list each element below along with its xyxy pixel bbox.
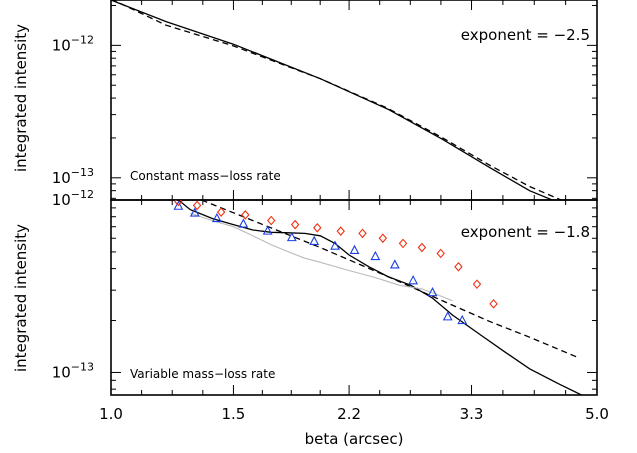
bottom-diamond-marker <box>489 298 498 309</box>
bottom-triangle-marker <box>457 314 468 325</box>
bottom-annotation: exponent = −1.8 <box>461 223 590 241</box>
bottom-triangle-marker <box>427 287 438 297</box>
x-tick-label: 5.0 <box>585 405 609 423</box>
x-axis-label: beta (arcsec) <box>305 430 404 448</box>
bottom-axis-ticks <box>110 199 598 395</box>
bottom-y-axis-label: integrated intensity <box>12 224 30 372</box>
bottom-triangle-marker <box>262 225 273 235</box>
bottom-diamond-marker <box>436 248 445 259</box>
x-tick-labels: 1.0 1.5 2.2 3.3 5.0 <box>99 405 609 423</box>
bottom-diamond-marker <box>290 219 300 230</box>
x-tick-label: 3.3 <box>460 405 484 423</box>
bottom-diamond-marker <box>417 242 427 253</box>
bottom-solid-line <box>190 212 453 302</box>
top-y-tick-label: 10−12 <box>52 33 94 54</box>
bottom-series <box>173 200 582 395</box>
bottom-y-tick-label: 10−12 <box>52 188 94 209</box>
bottom-diamond-marker <box>241 210 250 220</box>
bottom-triangle-marker <box>330 240 340 250</box>
bottom-triangle-marker <box>189 207 200 217</box>
top-y-tick-labels: 10−12 10−13 <box>52 33 94 186</box>
top-panel-label: Constant mass−loss rate <box>130 169 281 183</box>
top-y-tick-label: 10−13 <box>52 166 94 187</box>
bottom-triangle-marker <box>286 231 297 242</box>
bottom-diamond-marker <box>398 238 408 249</box>
top-y-axis-label: integrated intensity <box>12 24 30 172</box>
x-tick-label: 1.5 <box>222 405 246 423</box>
bottom-triangle-marker <box>370 250 381 261</box>
bottom-diamond-marker <box>216 207 226 218</box>
bottom-triangle-marker <box>389 259 400 269</box>
bottom-diamond-marker <box>192 200 202 211</box>
top-panel: exponent = −2.5 Constant mass−loss rate … <box>12 0 598 201</box>
bottom-panel: exponent = −1.8 Variable mass−loss rate … <box>12 188 609 448</box>
bottom-panel-label: Variable mass−loss rate <box>130 367 275 381</box>
bottom-diamond-marker <box>472 279 482 290</box>
top-dashed-line <box>111 0 563 200</box>
x-tick-label: 2.2 <box>337 405 361 423</box>
bottom-triangle-marker <box>442 311 453 321</box>
bottom-triangle-marker <box>173 200 184 210</box>
bottom-panel-frame <box>110 199 598 396</box>
top-series <box>111 0 563 200</box>
top-axis-ticks <box>110 0 598 200</box>
bottom-diamond-marker <box>267 215 276 226</box>
bottom-diamond-marker <box>358 228 367 239</box>
bottom-triangle-marker <box>309 235 320 245</box>
top-annotation: exponent = −2.5 <box>461 26 590 44</box>
bottom-triangle-marker <box>408 275 419 285</box>
bottom-triangle-marker <box>211 212 222 223</box>
bottom-y-tick-label: 10−13 <box>52 360 94 381</box>
bottom-dashed-line <box>201 200 579 359</box>
bottom-diamond-marker <box>313 222 322 233</box>
bottom-diamond-marker <box>378 233 388 244</box>
bottom-diamond-marker <box>336 226 345 236</box>
x-tick-label: 1.0 <box>99 405 123 423</box>
bottom-triangle-marker <box>238 218 249 228</box>
bottom-y-tick-labels: 10−12 10−13 <box>52 188 94 381</box>
bottom-triangle-marker <box>349 244 360 254</box>
bottom-diamond-marker <box>454 261 463 272</box>
top-solid-line <box>111 0 554 200</box>
bottom-diamond-marker <box>174 200 183 207</box>
